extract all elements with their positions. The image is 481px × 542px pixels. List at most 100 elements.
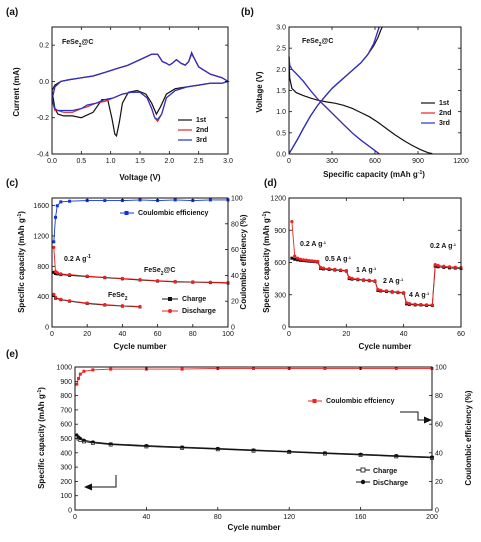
data-point-discharge <box>402 291 406 295</box>
series-line-3rd-4 <box>288 56 379 155</box>
y-tick-label: 2.5 <box>276 46 286 53</box>
right-axis-arrow <box>400 411 432 424</box>
panel-b-label: (b) <box>241 7 254 18</box>
panel-c-xlabel: Cycle number <box>114 342 167 351</box>
legend-label-ce: Coulombic effciency <box>326 398 395 405</box>
plot-frame <box>51 197 229 328</box>
panel-c-label: (c) <box>6 178 18 189</box>
y-tick-label: 300 <box>274 292 286 299</box>
data-point-charge <box>293 257 297 261</box>
panel-c-ce-legend: Coulombic efficiency <box>120 210 209 217</box>
rate-label-4: 2 A g-1 <box>383 277 404 286</box>
series-line-discharge-2 <box>76 434 433 458</box>
y-tick-label: 0 <box>68 508 72 515</box>
legend-label-1st: 1st <box>439 100 450 107</box>
plot-frame <box>74 366 433 511</box>
data-point-discharge <box>138 304 142 309</box>
y-tick-label: 1.5 <box>276 88 286 95</box>
y-tick-label: 1200 <box>270 196 286 203</box>
data-point-charge <box>54 272 58 276</box>
legend-marker-discharge <box>168 309 172 313</box>
x-tick-label: 900 <box>412 158 424 165</box>
panel-d-label: (d) <box>264 178 277 189</box>
x-tick-label: 2.5 <box>194 158 204 165</box>
y-tick-label: 1200 <box>33 233 49 240</box>
y-tick-label: 100 <box>60 493 72 500</box>
data-point-discharge <box>85 274 89 278</box>
data-point-discharge <box>344 268 348 273</box>
data-point-coulombic-effciency <box>394 366 398 370</box>
data-point-discharge <box>407 301 411 306</box>
y-right-tick-label: 20 <box>231 299 239 306</box>
data-point-charge <box>290 256 294 260</box>
panel-c-ylabel-right: Coulombic efficiency (%) <box>239 214 248 309</box>
x-tick-label: 40 <box>400 331 408 338</box>
data-point-coulombic-effciency <box>75 382 79 386</box>
data-point-discharge <box>447 265 452 269</box>
data-point-discharge <box>430 303 434 307</box>
panel-b-plot: 0 300 600 900 1200 0.0 0.5 1.0 1.5 2.0 2.5 3.0 <box>276 25 469 166</box>
data-point-discharge <box>316 259 320 264</box>
data-point-discharge <box>68 299 72 303</box>
data-point-discharge <box>327 267 331 271</box>
panel-a-xlabel: Voltage (V) <box>119 173 161 182</box>
y-right-tick-label: 0 <box>231 325 235 332</box>
data-point-discharge <box>310 259 314 263</box>
y-right-tick-label: 40 <box>231 273 239 280</box>
y-right-tick-label: 40 <box>435 450 443 457</box>
y-tick-label: 800 <box>37 264 49 271</box>
x-tick-label: 0 <box>50 331 54 338</box>
x-tick-label: 3.0 <box>223 158 233 165</box>
legend-label-discharge: Discharge <box>182 308 216 315</box>
data-point-coulombic-effciency <box>91 368 95 372</box>
x-tick-label: 1200 <box>453 158 469 165</box>
panel-a-material-label: FeSe2@C <box>62 39 93 49</box>
data-point-coulombic-effciency <box>323 366 327 370</box>
y-tick-label: 0 <box>45 325 49 332</box>
y-tick-label: 0.2 <box>39 43 49 50</box>
data-point-coulombic-effciency <box>109 367 113 371</box>
panel-e: (e) Specific capacity (mAh g-1) Coulombi… <box>6 349 473 532</box>
rate-label: 0.2 A g-1 <box>64 254 91 263</box>
data-point-discharge <box>52 292 56 296</box>
series-line-2nd-2 <box>288 56 380 155</box>
data-point-discharge <box>367 278 371 282</box>
data-point-discharge <box>208 280 212 284</box>
y-tick-label: 700 <box>60 407 72 414</box>
data-point-discharge <box>394 454 398 458</box>
y-tick-label: 400 <box>60 450 72 457</box>
data-point-discharge <box>287 449 291 453</box>
y-tick-label: 2.0 <box>276 67 286 74</box>
legend-marker-charge <box>360 467 366 473</box>
data-point-discharge <box>404 301 409 305</box>
panel-e-ylabel: Specific capacity (mAh g-1) <box>37 387 46 489</box>
data-point-charge <box>52 270 56 274</box>
plot-frame <box>288 26 462 155</box>
series-line-1st-1 <box>288 26 383 154</box>
data-point-discharge <box>413 302 417 306</box>
data-point-discharge <box>356 277 360 281</box>
left-axis-arrow <box>84 475 117 491</box>
x-tick-label: 20 <box>83 331 91 338</box>
panel-b-legend: 1st 2nd 3rd <box>421 100 451 127</box>
x-tick-label: 160 <box>355 514 367 521</box>
data-point-discharge <box>350 276 354 281</box>
data-point-discharge <box>191 280 195 284</box>
y-tick-label: 400 <box>37 294 49 301</box>
panel-a: (a) Current (mA) Voltage (V) FeSe2@C 1st… <box>6 7 208 182</box>
panel-d-ylabel: Specific capacity (mAh g-1) <box>262 211 271 313</box>
panel-a-ylabel: Current (mA) <box>12 67 21 117</box>
data-point-coulombic-efficiency <box>54 215 58 219</box>
y-tick-label: 3.0 <box>276 25 286 32</box>
x-tick-label: 0 <box>73 514 77 521</box>
x-tick-label: 40 <box>143 514 151 521</box>
y-right-tick-label: 100 <box>435 365 447 372</box>
panel-b: (b) Voltage (V) Specific capacity (mAh g… <box>241 7 451 179</box>
data-point-coulombic-effciency <box>180 367 184 371</box>
y-tick-label: -0.2 <box>37 115 49 122</box>
data-point-discharge <box>298 257 303 261</box>
series-line-2nd-1 <box>51 52 230 123</box>
legend-label-discharge: DisCharge <box>373 480 408 487</box>
